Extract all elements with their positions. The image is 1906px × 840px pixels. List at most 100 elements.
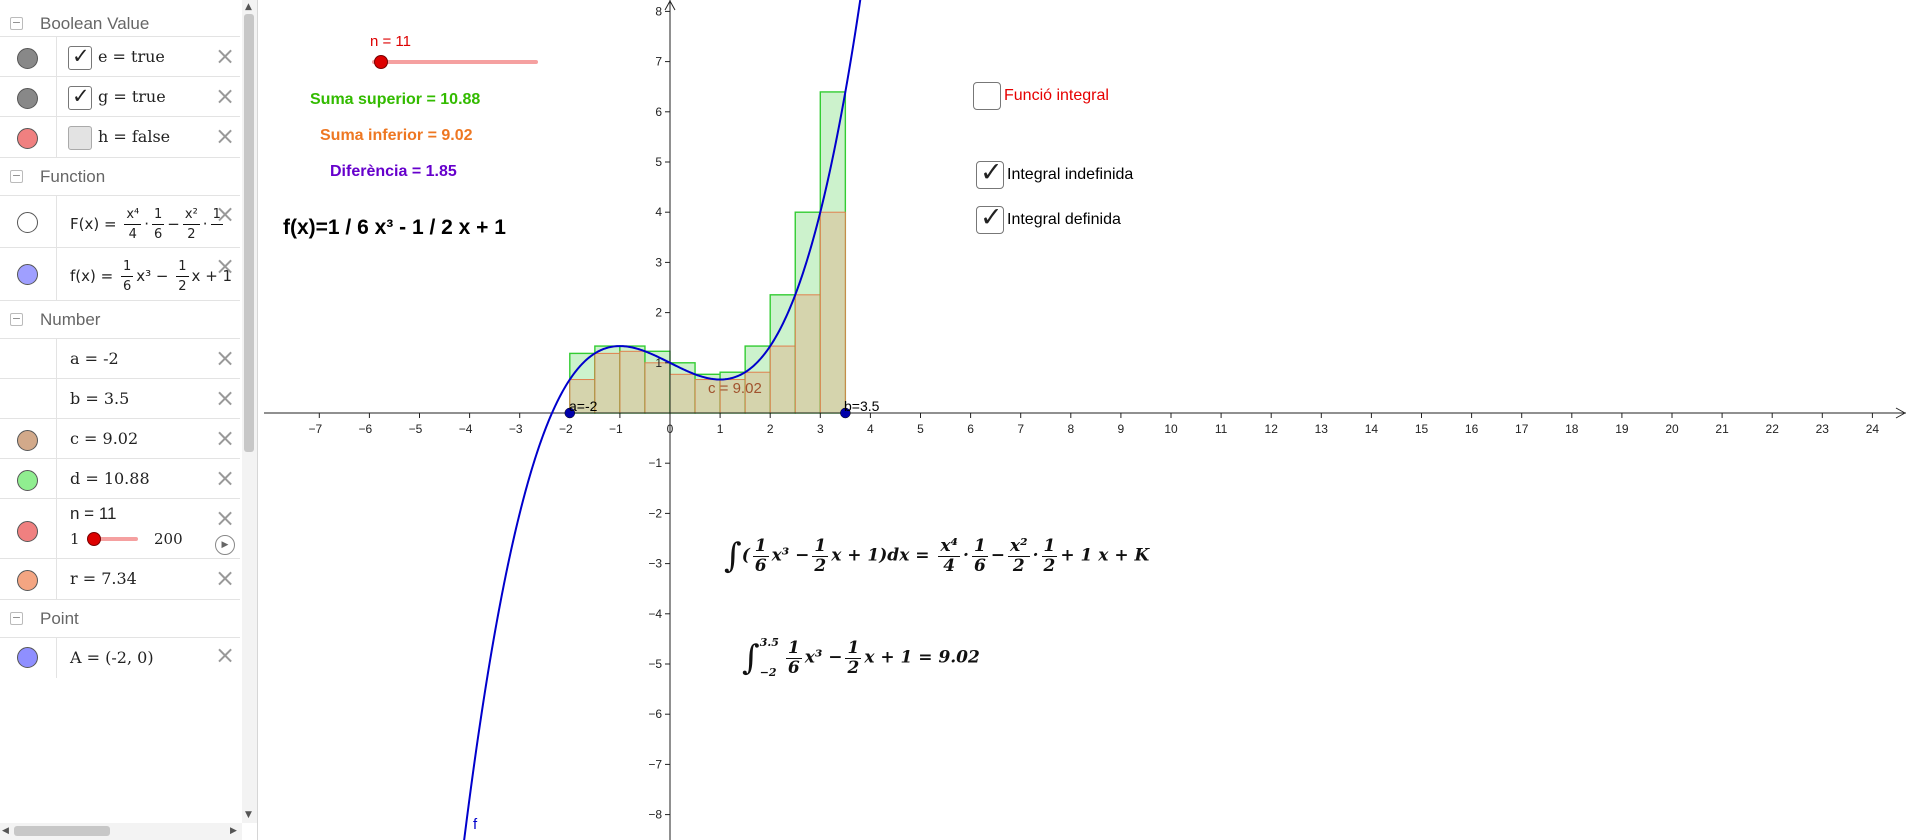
boolean-row-e[interactable]: e = true × (0, 36, 240, 77)
graphics-view[interactable]: −7 −6 −5 −4 −3 −2 −1 0 1 2 3 4 5 6 7 8 9 10 11 12 13 14 15 16 17… (264, 0, 1906, 840)
slider-n-track[interactable] (88, 537, 138, 541)
scroll-up-icon[interactable]: ▲ (245, 2, 252, 12)
delete-icon[interactable]: × (215, 641, 236, 669)
number-d-text: d = 10.88 (70, 469, 150, 488)
x-tick-label: 1 (717, 422, 724, 436)
delete-icon[interactable]: × (215, 384, 236, 412)
x-tick-label: −1 (609, 422, 623, 436)
visibility-toggle-icon[interactable] (17, 128, 38, 149)
group-label: Function (40, 167, 106, 186)
vertical-scrollbar-thumb[interactable] (244, 14, 254, 452)
x-tick-label: 23 (1816, 422, 1830, 436)
delete-icon[interactable]: × (215, 82, 236, 110)
group-boolean-header[interactable]: − Boolean Value (0, 5, 240, 43)
delete-icon[interactable]: × (215, 122, 236, 150)
collapse-icon[interactable]: − (10, 16, 23, 30)
boolean-row-g[interactable]: g = true × (0, 76, 240, 117)
y-tick-label: 2 (655, 306, 662, 320)
boolean-e-text: e = true (98, 47, 165, 66)
number-row-b[interactable]: b = 3.5 × (0, 378, 240, 419)
graph-slider-track[interactable] (372, 60, 538, 64)
y-tick-label: −2 (648, 506, 662, 520)
collapse-icon[interactable]: − (10, 611, 23, 625)
slider-n-min: 1 (70, 530, 80, 548)
y-tick-label: 3 (655, 255, 662, 269)
x-tick-label: −3 (509, 422, 523, 436)
group-number-header[interactable]: − Number (0, 300, 240, 339)
delete-icon[interactable]: × (215, 252, 236, 280)
checkbox-integral-indefinida[interactable] (976, 157, 1004, 189)
visibility-toggle-icon[interactable] (17, 48, 38, 69)
number-c-text: c = 9.02 (70, 429, 139, 448)
delete-icon[interactable]: × (215, 464, 236, 492)
x-tick-label: 11 (1215, 422, 1228, 436)
delete-icon[interactable]: × (215, 564, 236, 592)
x-tick-label: 21 (1715, 422, 1729, 436)
checkbox-h[interactable] (68, 126, 92, 150)
slider-n-handle[interactable] (87, 532, 101, 546)
number-b-text: b = 3.5 (70, 389, 130, 408)
scroll-left-icon[interactable]: ◀ (2, 826, 9, 836)
lower-sum-rect (819, 211, 846, 414)
point-b (840, 407, 851, 419)
slider-n-max: 200 (154, 530, 183, 548)
number-row-r[interactable]: r = 7.34 × (0, 558, 240, 599)
graph-canvas[interactable]: −7 −6 −5 −4 −3 −2 −1 0 1 2 3 4 5 6 7 8 9 10 11 12 13 14 15 16 17… (264, 0, 1906, 840)
suma-inferior-text: Suma inferior = 9.02 (320, 127, 473, 144)
visibility-toggle-icon[interactable] (17, 212, 38, 233)
y-tick-label: −8 (648, 808, 662, 822)
scroll-right-icon[interactable]: ▶ (230, 826, 237, 836)
slider-n-label: n = 11 (70, 504, 117, 523)
checkbox-e[interactable] (68, 44, 92, 70)
y-tick-label: −3 (648, 557, 662, 571)
group-point-header[interactable]: − Point (0, 599, 240, 638)
y-tick-label: 6 (655, 105, 662, 119)
group-label: Boolean Value (40, 14, 150, 33)
function-F-formula: F(x) = x⁴ 4 · 1 6− x² 2 · 1 (70, 207, 223, 242)
visibility-toggle-icon[interactable] (17, 647, 38, 668)
c-value-label: c = 9.02 (708, 380, 762, 397)
checkbox-funcio-integral[interactable] (973, 82, 1001, 110)
checkbox-g[interactable] (68, 84, 92, 110)
visibility-toggle-icon[interactable] (17, 88, 38, 109)
x-tick-label: −2 (559, 422, 573, 436)
lower-sum-rect (794, 294, 821, 414)
visibility-toggle-icon[interactable] (17, 521, 38, 542)
x-tick-label: 13 (1315, 422, 1329, 436)
boolean-row-h[interactable]: h = false × (0, 116, 240, 157)
delete-icon[interactable]: × (215, 424, 236, 452)
collapse-icon[interactable]: − (10, 312, 23, 326)
lower-sum-rect (669, 373, 696, 414)
x-tick-label: 6 (967, 422, 974, 436)
group-function-header[interactable]: − Function (0, 157, 240, 196)
point-row-A[interactable]: A = (-2, 0) × (0, 637, 240, 678)
x-tick-label: 9 (1118, 422, 1125, 436)
delete-icon[interactable]: × (215, 504, 236, 532)
number-a-text: a = -2 (70, 349, 119, 368)
number-row-c[interactable]: c = 9.02 × (0, 418, 240, 459)
number-row-a[interactable]: a = -2 × (0, 338, 240, 379)
scroll-down-icon[interactable]: ▼ (245, 810, 252, 820)
lower-sum-rect (644, 362, 671, 414)
visibility-toggle-icon[interactable] (17, 430, 38, 451)
delete-icon[interactable]: × (215, 42, 236, 70)
play-icon[interactable]: ▶ (215, 535, 235, 555)
horizontal-scrollbar-thumb[interactable] (14, 826, 110, 836)
visibility-toggle-icon[interactable] (17, 470, 38, 491)
function-row-F[interactable]: F(x) = x⁴ 4 · 1 6− x² 2 · 1 × (0, 195, 240, 248)
visibility-toggle-icon[interactable] (17, 264, 38, 285)
number-row-n-slider[interactable]: n = 11 1 200 × ▶ (0, 498, 240, 559)
visibility-toggle-icon[interactable] (17, 570, 38, 591)
graph-slider-handle[interactable] (374, 55, 388, 69)
collapse-icon[interactable]: − (10, 169, 23, 183)
x-tick-label: 24 (1866, 422, 1880, 436)
delete-icon[interactable]: × (215, 344, 236, 372)
number-r-text: r = 7.34 (70, 569, 137, 588)
number-row-d[interactable]: d = 10.88 × (0, 458, 240, 499)
lower-sum-rect (594, 352, 621, 414)
y-tick-label: −1 (648, 456, 662, 470)
x-tick-label: 10 (1164, 422, 1178, 436)
checkbox-integral-definida[interactable] (976, 202, 1004, 234)
delete-icon[interactable]: × (215, 200, 236, 228)
